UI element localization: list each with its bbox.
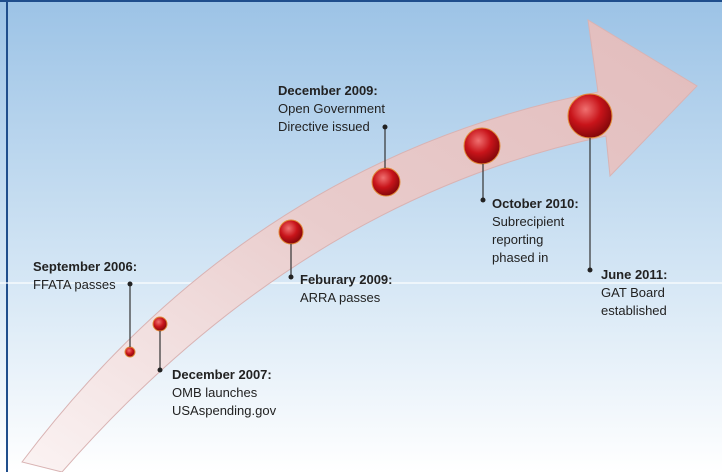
event-text: phased in	[492, 250, 548, 265]
event-date: December 2009:	[278, 83, 378, 98]
leader-dot	[128, 282, 133, 287]
event-text: FFATA passes	[33, 277, 116, 292]
event-date: October 2010:	[492, 196, 579, 211]
timeline-diagram: September 2006: FFATA passes December 20…	[0, 0, 722, 472]
event-date: June 2011:	[601, 267, 668, 282]
milestone	[464, 128, 500, 164]
milestone	[372, 168, 400, 196]
milestone	[279, 220, 303, 244]
event-text: GAT Board	[601, 285, 665, 300]
milestone	[568, 94, 612, 138]
leader-dot	[383, 125, 388, 130]
event-text: Open Government	[278, 101, 385, 116]
leader-dot	[481, 198, 486, 203]
event-text: Directive issued	[278, 119, 370, 134]
event-date: Feburary 2009:	[300, 272, 393, 287]
leader-dot	[588, 268, 593, 273]
leader-dot	[158, 368, 163, 373]
event-date: September 2006:	[33, 259, 137, 274]
event-text: OMB launches	[172, 385, 258, 400]
event-text: reporting	[492, 232, 543, 247]
milestone	[125, 347, 135, 357]
event-text: USAspending.gov	[172, 403, 277, 418]
page: September 2006: FFATA passes December 20…	[0, 0, 722, 472]
event-date: December 2007:	[172, 367, 272, 382]
milestone	[153, 317, 167, 331]
event-text: ARRA passes	[300, 290, 381, 305]
leader-dot	[289, 275, 294, 280]
event-text: established	[601, 303, 667, 318]
event-text: Subrecipient	[492, 214, 565, 229]
